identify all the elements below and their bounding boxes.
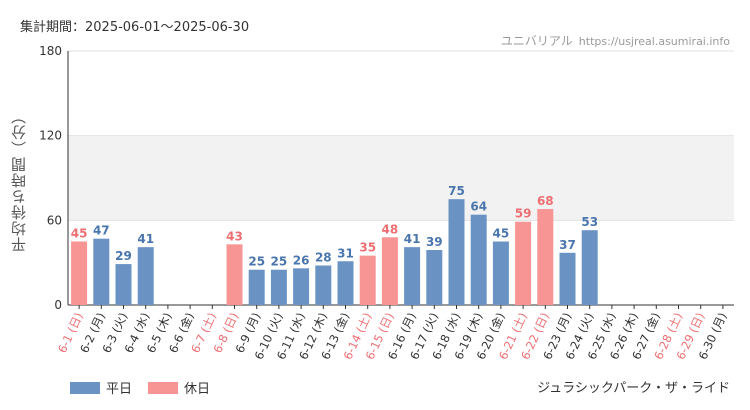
bar-17 <box>448 199 465 305</box>
bar-value-label-21: 68 <box>537 194 554 208</box>
bar-9 <box>270 269 287 305</box>
attraction-name: ジュラシックパーク・ザ・ライド <box>537 381 730 396</box>
legend-label-weekday: 平日 <box>106 382 133 397</box>
bar-2 <box>115 264 132 305</box>
bar-value-label-22: 37 <box>559 238 576 252</box>
bar-11 <box>315 265 332 305</box>
bar-0 <box>71 241 88 305</box>
bar-value-label-8: 25 <box>248 255 265 269</box>
bar-value-label-14: 48 <box>382 222 399 236</box>
bar-value-label-15: 41 <box>404 232 421 246</box>
bar-3 <box>137 247 154 305</box>
legend-swatch-weekday <box>70 381 100 394</box>
bar-value-label-9: 25 <box>271 255 288 269</box>
bar-value-label-3: 41 <box>137 232 154 246</box>
bar-22 <box>559 252 576 305</box>
source-name: ユニバリアル <box>500 34 573 48</box>
bar-value-label-0: 45 <box>71 227 88 241</box>
bar-value-label-18: 64 <box>470 200 487 214</box>
source-url[interactable]: https://usjreal.asumirai.info <box>578 35 730 48</box>
bar-1 <box>93 238 110 305</box>
source-credit[interactable]: ユニバリアル https://usjreal.asumirai.info <box>501 32 730 49</box>
legend-label-holiday: 休日 <box>184 382 211 397</box>
bar-18 <box>470 214 487 305</box>
bar-value-label-7: 43 <box>226 229 243 243</box>
bar-14 <box>381 237 398 305</box>
bar-19 <box>492 241 509 305</box>
legend-item-holiday[interactable]: 休日 <box>148 378 210 397</box>
bar-15 <box>404 247 421 305</box>
bar-20 <box>515 221 532 305</box>
bar-21 <box>537 209 554 305</box>
y-tick-label-1: 60 <box>47 213 62 227</box>
bar-value-label-10: 26 <box>293 253 310 267</box>
bar-value-label-1: 47 <box>93 224 110 238</box>
y-tick-label-0: 0 <box>54 298 62 312</box>
shaded-band <box>68 135 734 221</box>
bar-10 <box>293 268 310 305</box>
bar-value-label-23: 53 <box>581 215 598 229</box>
bar-value-label-12: 31 <box>337 246 354 260</box>
y-tick-label-3: 180 <box>39 44 62 58</box>
legend: 平日 休日 <box>70 378 226 397</box>
bar-value-label-20: 59 <box>515 207 532 221</box>
bar-8 <box>248 269 265 305</box>
bar-7 <box>226 244 243 305</box>
legend-swatch-holiday <box>148 381 179 394</box>
bar-13 <box>359 255 376 305</box>
bar-value-label-19: 45 <box>493 227 510 241</box>
bar-12 <box>337 261 354 305</box>
bar-value-label-11: 28 <box>315 250 332 264</box>
bar-value-label-16: 39 <box>426 235 443 249</box>
period-label: 集計期間：2025-06-01～2025-06-30 <box>20 20 250 35</box>
bar-23 <box>581 230 598 305</box>
bar-16 <box>426 249 443 305</box>
bar-value-label-2: 29 <box>115 249 132 263</box>
y-tick-label-2: 120 <box>39 129 62 143</box>
bar-value-label-17: 75 <box>448 184 465 198</box>
legend-item-weekday[interactable]: 平日 <box>70 378 132 397</box>
bar-value-label-13: 35 <box>359 241 376 255</box>
